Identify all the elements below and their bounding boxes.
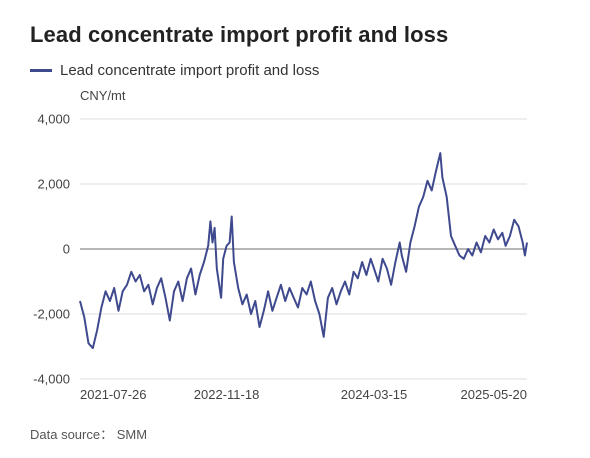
y-tick-label: 2,000: [37, 177, 70, 192]
x-tick-label: 2024-03-15: [341, 387, 408, 402]
y-tick-label: -4,000: [33, 372, 70, 387]
y-tick-label: 4,000: [37, 112, 70, 127]
chart-title: Lead concentrate import profit and loss: [30, 22, 449, 47]
x-tick-label: 2022-11-18: [194, 387, 260, 402]
series-line: [79, 152, 528, 350]
legend: Lead concentrate import profit and loss: [30, 62, 319, 79]
y-tick-label: -2,000: [33, 307, 70, 322]
x-tick-label: 2025-05-20: [461, 387, 528, 402]
y-tick-label: 0: [63, 242, 70, 257]
x-tick-label: 2021-07-26: [80, 387, 147, 402]
y-axis-unit-label: CNY/mt: [80, 88, 126, 103]
legend-swatch: [30, 69, 52, 72]
data-source-note: Data source： SMM: [30, 427, 148, 442]
legend-label: Lead concentrate import profit and loss: [60, 62, 320, 79]
